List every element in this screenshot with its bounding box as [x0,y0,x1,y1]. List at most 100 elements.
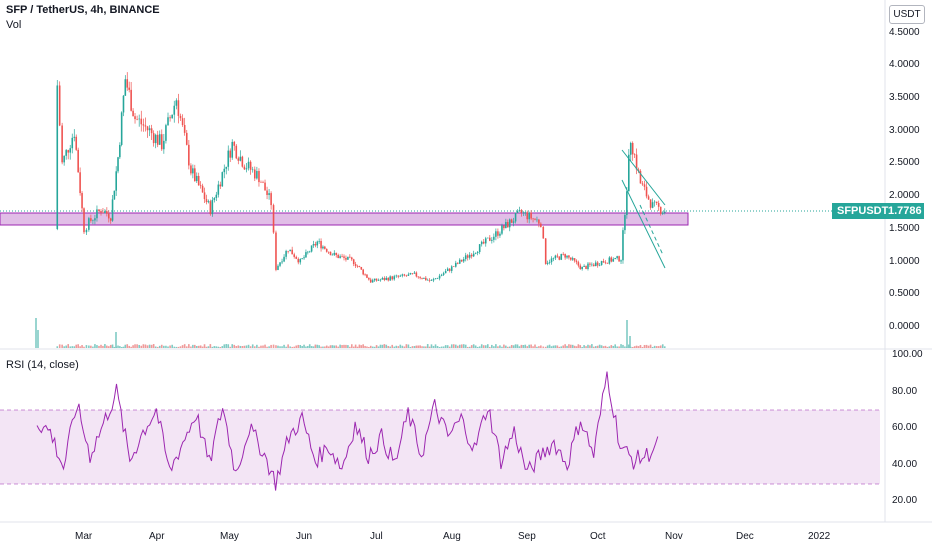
candle-body [312,244,315,246]
volume-bar [100,344,102,348]
currency-selector[interactable]: USDT [889,5,925,24]
volume-bar [499,345,501,348]
candle-body [295,256,298,259]
candle-body [209,201,212,215]
candle-body [448,268,451,271]
volume-bar [631,346,634,348]
volume-bar [618,346,620,348]
volume-bar [122,346,125,348]
candle-body [633,154,636,155]
candle-body [401,274,404,276]
volume-bar [167,346,169,348]
symbol-title[interactable]: SFP / TetherUS, 4h, BINANCE [6,4,160,16]
volume-bar [77,344,79,348]
candles [56,72,666,284]
volume-bar [124,344,127,348]
volume-bar [349,346,351,348]
volume-bar [401,345,404,348]
volume-bar [199,345,202,348]
volume-bar [58,344,61,348]
volume-bar [264,344,266,348]
volume-bar [593,346,595,348]
candle-body [508,219,511,228]
volume-bar [142,344,145,348]
volume-bar [645,344,648,348]
volume-bar [175,346,178,348]
candle-body [134,116,136,120]
candle-body [109,218,112,221]
volume-label[interactable]: Vol [6,19,22,31]
volume-bar [272,344,275,348]
candle-body [470,254,473,257]
candle-body [260,182,262,183]
candle-body [462,259,465,262]
price-tag-value: 1.7786 [888,205,922,217]
volume-bar [506,346,509,348]
volume-bar [438,346,441,348]
volume-bar [626,320,628,348]
candle-body [83,208,85,233]
volume-bar [573,345,576,348]
candle-body [397,275,400,277]
candle-body [247,161,250,169]
candle-body [124,79,127,96]
volume-bar [472,344,475,348]
volume-bar [345,344,347,348]
candle-body [458,259,461,264]
volume-bar [275,345,277,348]
price-axis-label: 1.5000 [889,223,920,234]
volume-bar [333,345,336,348]
candle-body [472,253,475,257]
rsi-indicator-label[interactable]: RSI (14, close) [6,359,79,371]
candle-body [352,259,355,265]
candle-body [514,213,517,222]
volume-bar [217,346,220,348]
volume-bar [83,346,85,348]
volume-bar [456,345,459,348]
candle-body [377,280,380,281]
volume-bar [287,344,289,348]
candle-body [512,221,515,223]
candle-body [146,126,149,131]
candle-body [268,193,270,196]
candle-body [58,85,61,126]
volume-bar [67,344,70,348]
volume-bar [169,345,171,348]
candle-body [339,256,341,259]
volume-bar [568,344,570,348]
volume-bar [92,346,94,348]
volume-bar [316,344,319,348]
price-axis-label: 0.5000 [889,288,920,299]
volume-bar [205,346,208,348]
volume-bar [436,346,439,348]
volume-bar [211,346,214,348]
candle-body [158,134,161,145]
candle-body [335,252,338,255]
candle-body [205,199,208,203]
volume-bar [491,344,493,348]
candle-body [152,133,155,144]
candle-body [628,154,630,192]
candle-body [81,193,83,209]
candle-body [264,182,266,191]
candle-body [631,142,634,155]
channel-line-projection [639,204,664,256]
candle-body [653,201,656,203]
channel-line-upper [621,149,666,206]
volume-bar [270,344,272,348]
volume-bar [109,344,112,348]
candle-body [478,244,481,253]
candle-body [337,254,339,259]
volume-bar [308,344,311,348]
candle-body [393,276,396,280]
candle-body [67,150,70,153]
volume-bar [320,346,322,348]
candle-body [546,262,549,264]
volume-bar [426,344,429,348]
candle-body [98,209,100,212]
candle-body [608,257,611,264]
volume-bar [362,344,364,348]
volume-bar [403,346,406,348]
volume-bar [293,346,295,348]
